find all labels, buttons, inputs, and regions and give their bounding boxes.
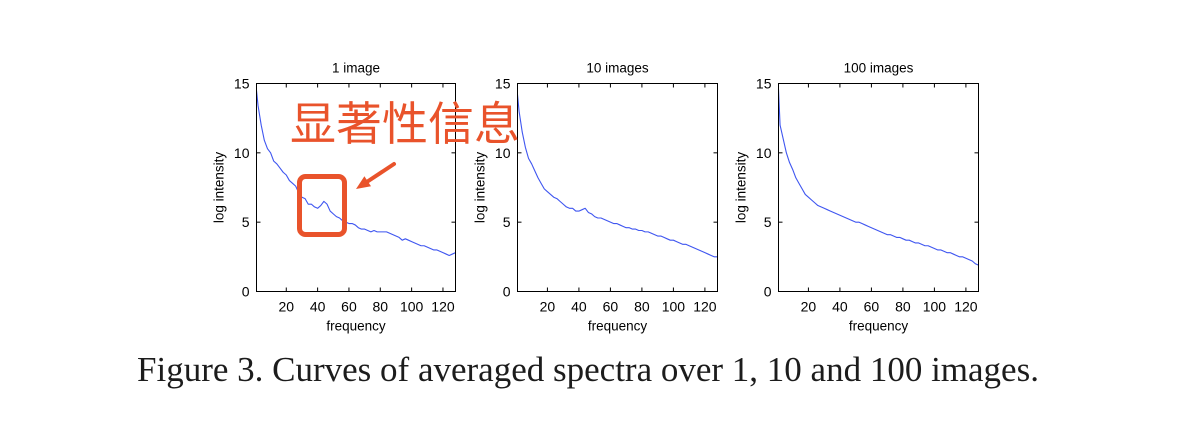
x-tick-label: 100	[400, 299, 424, 315]
x-tick-label: 80	[372, 299, 388, 315]
x-tick-label: 60	[341, 299, 357, 315]
axes-box	[517, 83, 718, 292]
arrow-shaft	[364, 162, 396, 185]
chart-title: 10 images	[586, 61, 649, 76]
x-axis-label: frequency	[588, 319, 648, 334]
series-line	[777, 89, 979, 266]
y-axis-label: log intensity	[212, 152, 227, 224]
y-tick-label: 0	[503, 284, 511, 300]
x-tick-label: 20	[540, 299, 556, 315]
x-tick-label: 100	[662, 299, 686, 315]
x-tick-label: 120	[431, 299, 455, 315]
chart-title: 1 image	[332, 61, 380, 76]
y-axis-label: log intensity	[473, 152, 488, 224]
chart-title: 100 images	[844, 61, 914, 76]
arrow-head-icon	[356, 176, 371, 189]
x-tick-label: 60	[864, 299, 880, 315]
y-tick-label: 10	[234, 145, 250, 161]
axes-box	[778, 83, 979, 292]
axes-box	[256, 83, 456, 292]
y-tick-label: 0	[764, 284, 772, 300]
x-tick-label: 20	[278, 299, 294, 315]
x-axis-label: frequency	[326, 319, 386, 334]
x-tick-label: 60	[603, 299, 619, 315]
chart-panel: 20 40 60 80 100 120 0 5 10 15 10 images frequency lo…	[473, 61, 718, 334]
x-tick-label: 100	[923, 299, 947, 315]
annotation-label: 显著性信息	[290, 97, 520, 151]
y-tick-label: 10	[756, 145, 772, 161]
x-tick-label: 120	[954, 299, 978, 315]
x-tick-label: 40	[832, 299, 848, 315]
y-tick-label: 15	[495, 76, 511, 92]
x-tick-label: 40	[571, 299, 587, 315]
x-tick-label: 40	[310, 299, 326, 315]
x-tick-label: 80	[634, 299, 650, 315]
figure-caption: Figure 3. Curves of averaged spectra ove…	[137, 350, 1039, 389]
y-tick-label: 5	[764, 214, 772, 230]
x-axis-label: frequency	[849, 319, 909, 334]
y-tick-label: 5	[503, 214, 511, 230]
x-tick-label: 20	[801, 299, 817, 315]
chart-panel: 20 40 60 80 100 120 0 5 10 15 100 images frequency l…	[734, 61, 979, 334]
series-line	[516, 94, 718, 258]
y-tick-label: 15	[234, 76, 250, 92]
y-tick-label: 10	[495, 145, 511, 161]
x-tick-label: 120	[693, 299, 717, 315]
y-tick-label: 5	[242, 214, 250, 230]
highlight-box	[297, 174, 347, 237]
y-axis-label: log intensity	[734, 152, 749, 224]
y-tick-label: 15	[756, 76, 772, 92]
chart-panel: 20 40 60 80 100 120 0 5 10 15 1 image frequency log …	[212, 61, 456, 334]
x-tick-label: 80	[895, 299, 911, 315]
annotation-overlay: 显著性信息	[290, 97, 520, 237]
y-tick-label: 0	[242, 284, 250, 300]
series-line	[255, 90, 456, 256]
